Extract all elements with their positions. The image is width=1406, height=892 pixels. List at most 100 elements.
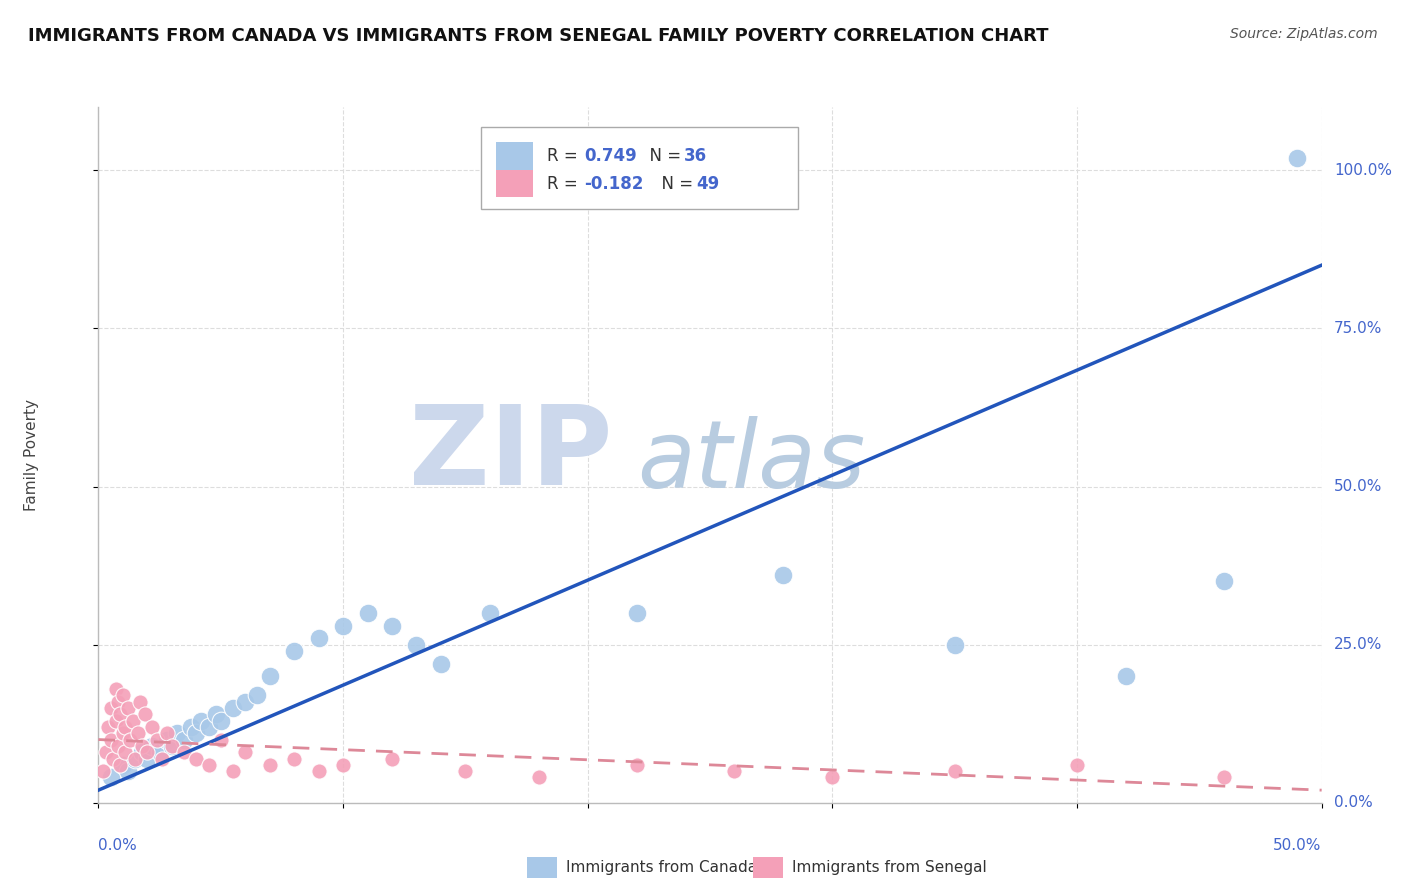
Point (124, 751, 146, 765)
Text: atlas: atlas (637, 417, 865, 508)
Text: N =: N = (640, 147, 686, 165)
Text: 75.0%: 75.0% (1334, 321, 1382, 336)
Point (150, 751, 173, 765)
Point (166, 726, 188, 740)
Point (1286, 151, 1309, 165)
Point (100, 732, 122, 747)
Point (723, 764, 745, 779)
Point (381, 618, 404, 632)
Point (1115, 669, 1137, 683)
Text: R =: R = (547, 175, 583, 193)
Point (160, 739, 183, 753)
Point (124, 751, 146, 765)
Point (381, 751, 404, 765)
Point (626, 757, 648, 772)
Point (405, 638, 427, 652)
FancyBboxPatch shape (481, 127, 799, 210)
Point (222, 764, 245, 779)
Point (1212, 771, 1234, 785)
Point (308, 764, 330, 779)
Point (111, 757, 134, 772)
Point (308, 632, 330, 646)
Text: 49: 49 (696, 175, 720, 193)
Point (283, 751, 305, 765)
Point (100, 771, 122, 785)
Point (149, 745, 172, 759)
Point (186, 751, 208, 765)
Point (209, 714, 232, 728)
Point (943, 638, 966, 652)
Point (141, 739, 163, 753)
Point (101, 751, 124, 765)
Text: 50.0%: 50.0% (1334, 479, 1382, 494)
Point (129, 695, 152, 709)
Point (190, 714, 212, 728)
Point (180, 720, 202, 734)
Text: 0.0%: 0.0% (98, 838, 138, 853)
FancyBboxPatch shape (496, 142, 533, 169)
Point (97, 720, 120, 734)
Point (111, 726, 134, 740)
Point (356, 606, 378, 620)
Point (332, 618, 354, 632)
FancyBboxPatch shape (752, 857, 783, 878)
Point (332, 757, 354, 772)
Point (160, 739, 183, 753)
Point (94, 745, 117, 759)
Text: Family Poverty: Family Poverty (24, 399, 38, 511)
Point (100, 701, 122, 715)
FancyBboxPatch shape (526, 857, 557, 878)
Point (136, 745, 159, 759)
Point (146, 732, 169, 747)
Point (186, 726, 208, 740)
Text: IMMIGRANTS FROM CANADA VS IMMIGRANTS FROM SENEGAL FAMILY POVERTY CORRELATION CHA: IMMIGRANTS FROM CANADA VS IMMIGRANTS FRO… (28, 27, 1049, 45)
Text: N =: N = (651, 175, 699, 193)
Point (259, 669, 281, 683)
Point (114, 745, 136, 759)
Text: 36: 36 (685, 147, 707, 165)
Point (104, 681, 127, 696)
Point (121, 714, 143, 728)
Text: 0.0%: 0.0% (1334, 796, 1372, 810)
Point (246, 688, 269, 702)
Point (141, 720, 163, 734)
Point (91, 764, 114, 779)
Point (233, 745, 256, 759)
Point (205, 707, 228, 722)
Text: Source: ZipAtlas.com: Source: ZipAtlas.com (1230, 27, 1378, 41)
Point (430, 657, 453, 671)
Point (117, 701, 139, 715)
Point (107, 695, 129, 709)
Point (104, 714, 127, 728)
Point (222, 701, 245, 715)
Point (136, 751, 159, 765)
Point (1066, 757, 1088, 772)
Point (197, 757, 219, 772)
Text: Immigrants from Senegal: Immigrants from Senegal (792, 860, 987, 875)
Text: -0.182: -0.182 (583, 175, 644, 193)
Point (110, 757, 132, 772)
Point (454, 764, 477, 779)
FancyBboxPatch shape (496, 169, 533, 197)
Point (156, 726, 179, 740)
Point (626, 606, 648, 620)
Point (127, 726, 149, 740)
Point (259, 757, 281, 772)
Point (173, 732, 195, 747)
Point (173, 745, 195, 759)
Text: ZIP: ZIP (409, 401, 612, 508)
Text: Immigrants from Canada: Immigrants from Canada (565, 860, 756, 875)
Point (233, 695, 256, 709)
Point (110, 707, 132, 722)
Point (1212, 574, 1234, 589)
Text: R =: R = (547, 147, 583, 165)
Text: 50.0%: 50.0% (1274, 838, 1322, 853)
Point (197, 720, 219, 734)
Text: 100.0%: 100.0% (1334, 163, 1392, 178)
Point (821, 771, 844, 785)
Point (117, 764, 139, 779)
Text: 25.0%: 25.0% (1334, 637, 1382, 652)
Point (131, 739, 153, 753)
Point (156, 732, 179, 747)
Point (120, 732, 142, 747)
